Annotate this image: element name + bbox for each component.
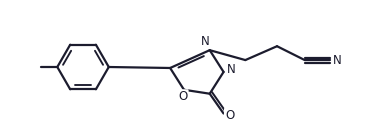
Text: O: O <box>225 109 234 122</box>
Text: N: N <box>227 64 236 77</box>
Text: O: O <box>178 90 188 103</box>
Text: N: N <box>201 35 209 48</box>
Text: N: N <box>333 54 342 67</box>
